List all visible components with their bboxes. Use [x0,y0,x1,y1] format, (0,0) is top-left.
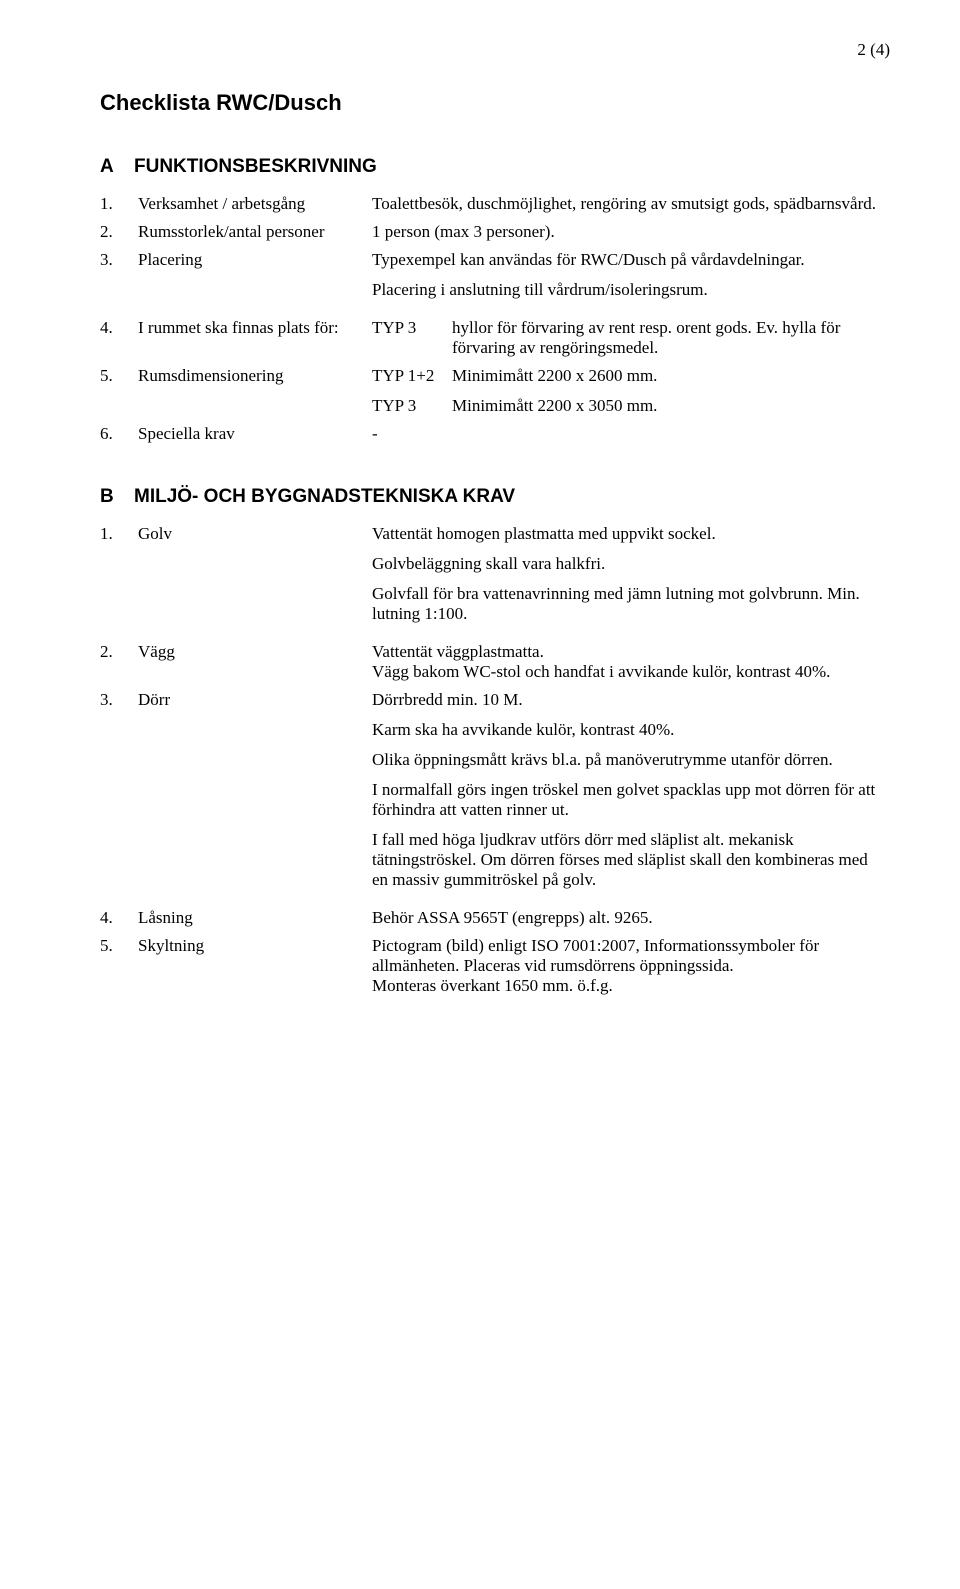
section-a-heading: AFUNKTIONSBESKRIVNING [100,156,890,178]
item-value: Pictogram (bild) enligt ISO 7001:2007, I… [372,932,890,1000]
section-a-letter: A [100,156,134,178]
typ-key: TYP 1+2 [372,366,452,386]
page-title: Checklista RWC/Dusch [100,90,890,116]
section-b-title-text: MILJÖ- OCH BYGGNADSTEKNISKA KRAV [134,486,515,507]
item-value: Vattentät väggplastmatta. Vägg bakom WC-… [372,638,890,686]
section-a-table: 1. Verksamhet / arbetsgång Toalettbesök,… [100,190,890,448]
item-value-p4: I normalfall görs ingen tröskel men golv… [372,780,886,820]
item-value-p2: Vägg bakom WC-stol och handfat i avvikan… [372,662,886,682]
item-label: I rummet ska finnas plats för: [138,314,372,362]
item-label: Golv [138,520,372,638]
item-value-p3: Olika öppningsmått krävs bl.a. på manöve… [372,750,886,770]
item-value: TYP 1+2 Minimimått 2200 x 2600 mm. TYP 3… [372,362,890,420]
typ-val: Minimimått 2200 x 2600 mm. [452,366,886,386]
table-row: 1. Verksamhet / arbetsgång Toalettbesök,… [100,190,890,218]
item-value: Vattentät homogen plastmatta med uppvikt… [372,520,890,638]
item-value-p1: Vattentät homogen plastmatta med uppvikt… [372,524,886,544]
item-label: Skyltning [138,932,372,1000]
section-b-heading: BMILJÖ- OCH BYGGNADSTEKNISKA KRAV [100,486,890,508]
item-value: Toalettbesök, duschmöjlighet, rengöring … [372,190,890,218]
item-value-p2: Golvbeläggning skall vara halkfri. [372,554,886,574]
item-number: 3. [100,246,138,314]
table-row: 4. I rummet ska finnas plats för: TYP 3 … [100,314,890,362]
item-label: Vägg [138,638,372,686]
table-row: 6. Speciella krav - [100,420,890,448]
section-a-title-text: FUNKTIONSBESKRIVNING [134,156,377,177]
item-value: - [372,420,890,448]
item-value-p1: Typexempel kan användas för RWC/Dusch på… [372,250,886,270]
item-number: 4. [100,904,138,932]
item-label: Dörr [138,686,372,904]
table-row: 3. Placering Typexempel kan användas för… [100,246,890,314]
typ-val: Minimimått 2200 x 3050 mm. [452,396,886,416]
typ-val: hyllor för förvaring av rent resp. orent… [452,318,886,358]
item-value: Dörrbredd min. 10 M. Karm ska ha avvikan… [372,686,890,904]
table-row: 4. Låsning Behör ASSA 9565T (engrepps) a… [100,904,890,932]
item-value-p2: Monteras överkant 1650 mm. ö.f.g. [372,976,886,996]
section-b-table: 1. Golv Vattentät homogen plastmatta med… [100,520,890,1000]
table-row: 1. Golv Vattentät homogen plastmatta med… [100,520,890,638]
section-b-letter: B [100,486,134,508]
table-row: 2. Rumsstorlek/antal personer 1 person (… [100,218,890,246]
item-label: Verksamhet / arbetsgång [138,190,372,218]
item-value: 1 person (max 3 personer). [372,218,890,246]
item-value: TYP 3 hyllor för förvaring av rent resp.… [372,314,890,362]
item-value-p1: Vattentät väggplastmatta. [372,642,886,662]
item-number: 2. [100,638,138,686]
table-row: 3. Dörr Dörrbredd min. 10 M. Karm ska ha… [100,686,890,904]
item-number: 5. [100,932,138,1000]
item-label: Placering [138,246,372,314]
typ-key: TYP 3 [372,396,452,416]
item-label: Rumsstorlek/antal personer [138,218,372,246]
item-label: Speciella krav [138,420,372,448]
item-number: 1. [100,520,138,638]
item-value-p2: Karm ska ha avvikande kulör, kontrast 40… [372,720,886,740]
item-label: Rumsdimensionering [138,362,372,420]
item-number: 3. [100,686,138,904]
item-number: 6. [100,420,138,448]
table-row: 2. Vägg Vattentät väggplastmatta. Vägg b… [100,638,890,686]
page-number: 2 (4) [100,40,890,60]
typ-key: TYP 3 [372,318,452,358]
item-label: Låsning [138,904,372,932]
item-value-p2: Placering i anslutning till vårdrum/isol… [372,280,886,300]
table-row: 5. Rumsdimensionering TYP 1+2 Minimimått… [100,362,890,420]
item-value-p1: Dörrbredd min. 10 M. [372,690,886,710]
item-number: 2. [100,218,138,246]
item-number: 1. [100,190,138,218]
item-value: Behör ASSA 9565T (engrepps) alt. 9265. [372,904,890,932]
item-value-p5: I fall med höga ljudkrav utförs dörr med… [372,830,886,890]
item-value: Typexempel kan användas för RWC/Dusch på… [372,246,890,314]
item-value-p1: Pictogram (bild) enligt ISO 7001:2007, I… [372,936,886,976]
item-number: 4. [100,314,138,362]
item-value-p3: Golvfall för bra vattenavrinning med jäm… [372,584,886,624]
table-row: 5. Skyltning Pictogram (bild) enligt ISO… [100,932,890,1000]
item-number: 5. [100,362,138,420]
